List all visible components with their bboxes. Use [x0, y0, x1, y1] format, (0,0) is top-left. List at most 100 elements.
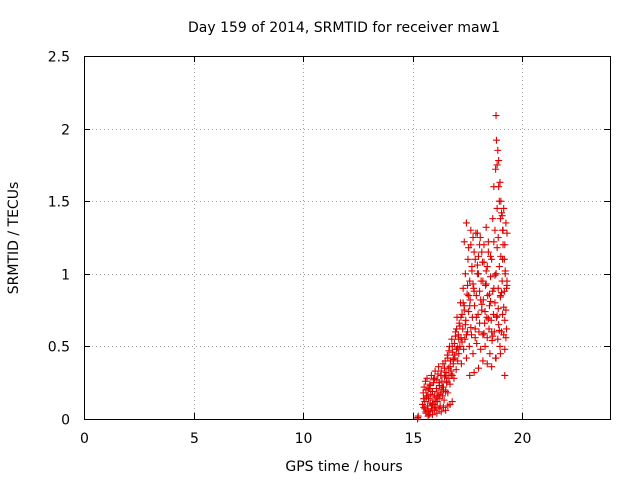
data-point	[451, 332, 459, 340]
data-point	[497, 252, 505, 260]
data-point	[446, 380, 454, 388]
data-point	[473, 339, 481, 347]
y-tick-label: 1.5	[48, 195, 70, 211]
data-point	[495, 263, 503, 271]
data-point	[434, 370, 442, 378]
data-point	[482, 281, 490, 289]
data-point	[482, 267, 490, 275]
data-point	[443, 377, 451, 385]
data-point	[500, 204, 508, 212]
data-point	[421, 398, 429, 406]
data-point	[479, 277, 487, 285]
data-point	[498, 289, 506, 297]
data-point	[464, 255, 472, 263]
data-point	[433, 409, 441, 417]
data-point	[447, 370, 455, 378]
data-point	[440, 396, 448, 404]
data-point	[485, 290, 493, 298]
data-point	[432, 385, 440, 393]
data-point	[475, 252, 482, 260]
data-point	[496, 215, 504, 223]
data-point	[442, 406, 450, 414]
x-tick-labels: 0 5 10 15 20	[80, 431, 531, 447]
data-point	[495, 157, 503, 165]
data-point	[422, 386, 430, 394]
data-point	[455, 335, 463, 343]
data-point	[420, 383, 428, 391]
data-point	[473, 261, 481, 269]
data-point	[453, 345, 461, 353]
data-point	[500, 303, 508, 311]
data-point	[457, 360, 465, 368]
data-point	[495, 326, 503, 334]
data-point	[427, 371, 435, 379]
data-point	[492, 270, 500, 278]
data-point	[490, 284, 498, 292]
data-point	[467, 324, 475, 332]
data-point	[494, 335, 502, 343]
data-point	[479, 331, 487, 339]
data-point	[420, 395, 428, 403]
data-point	[482, 223, 490, 231]
data-point	[441, 373, 449, 381]
y-tick-labels: 0 0.5 1 1.5 2 2.5	[48, 50, 70, 429]
data-point	[442, 371, 450, 379]
data-point	[491, 299, 499, 307]
data-point	[470, 287, 478, 295]
y-tick-label: 1	[61, 268, 70, 284]
data-point	[475, 364, 482, 372]
x-axis-label: GPS time / hours	[285, 459, 402, 475]
data-point	[444, 354, 452, 362]
data-point	[414, 412, 422, 420]
data-point	[462, 219, 470, 227]
data-point	[498, 209, 506, 217]
data-point	[466, 302, 474, 310]
data-point	[489, 310, 497, 318]
data-point	[496, 342, 504, 350]
data-point	[503, 284, 511, 292]
data-point	[445, 347, 453, 355]
chart-title: Day 159 of 2014, SRMTID for receiver maw…	[188, 20, 500, 36]
data-point	[427, 390, 435, 398]
data-point	[461, 270, 469, 278]
data-point	[425, 385, 433, 393]
grid	[84, 56, 610, 419]
data-point	[465, 244, 473, 252]
data-point	[431, 374, 439, 382]
data-point	[461, 321, 469, 329]
data-point	[421, 405, 429, 413]
data-point	[492, 313, 500, 321]
data-point	[423, 374, 431, 382]
data-point	[487, 252, 495, 260]
data-point	[421, 377, 429, 385]
data-point	[437, 408, 445, 416]
data-point	[489, 287, 497, 295]
data-point	[470, 369, 478, 377]
data-point	[481, 308, 489, 316]
data-point	[495, 321, 503, 329]
data-point	[427, 402, 435, 410]
data-point	[500, 255, 508, 263]
data-point	[428, 400, 436, 408]
data-point	[479, 357, 487, 365]
data-point	[488, 337, 496, 345]
data-point	[426, 382, 434, 390]
data-point	[428, 387, 436, 395]
data-point	[444, 389, 452, 397]
data-point	[475, 270, 482, 278]
x-tick-label: 5	[190, 431, 199, 447]
data-point	[501, 316, 509, 324]
data-point	[448, 335, 456, 343]
data-point	[488, 328, 496, 336]
data-point	[469, 280, 477, 288]
data-point	[466, 371, 474, 379]
data-point	[462, 331, 470, 339]
data-point	[473, 229, 481, 237]
data-point	[465, 292, 473, 300]
data-point	[469, 234, 477, 241]
data-point	[484, 238, 492, 246]
data-point	[462, 354, 470, 362]
data-point	[489, 332, 497, 340]
data-point	[436, 390, 444, 398]
